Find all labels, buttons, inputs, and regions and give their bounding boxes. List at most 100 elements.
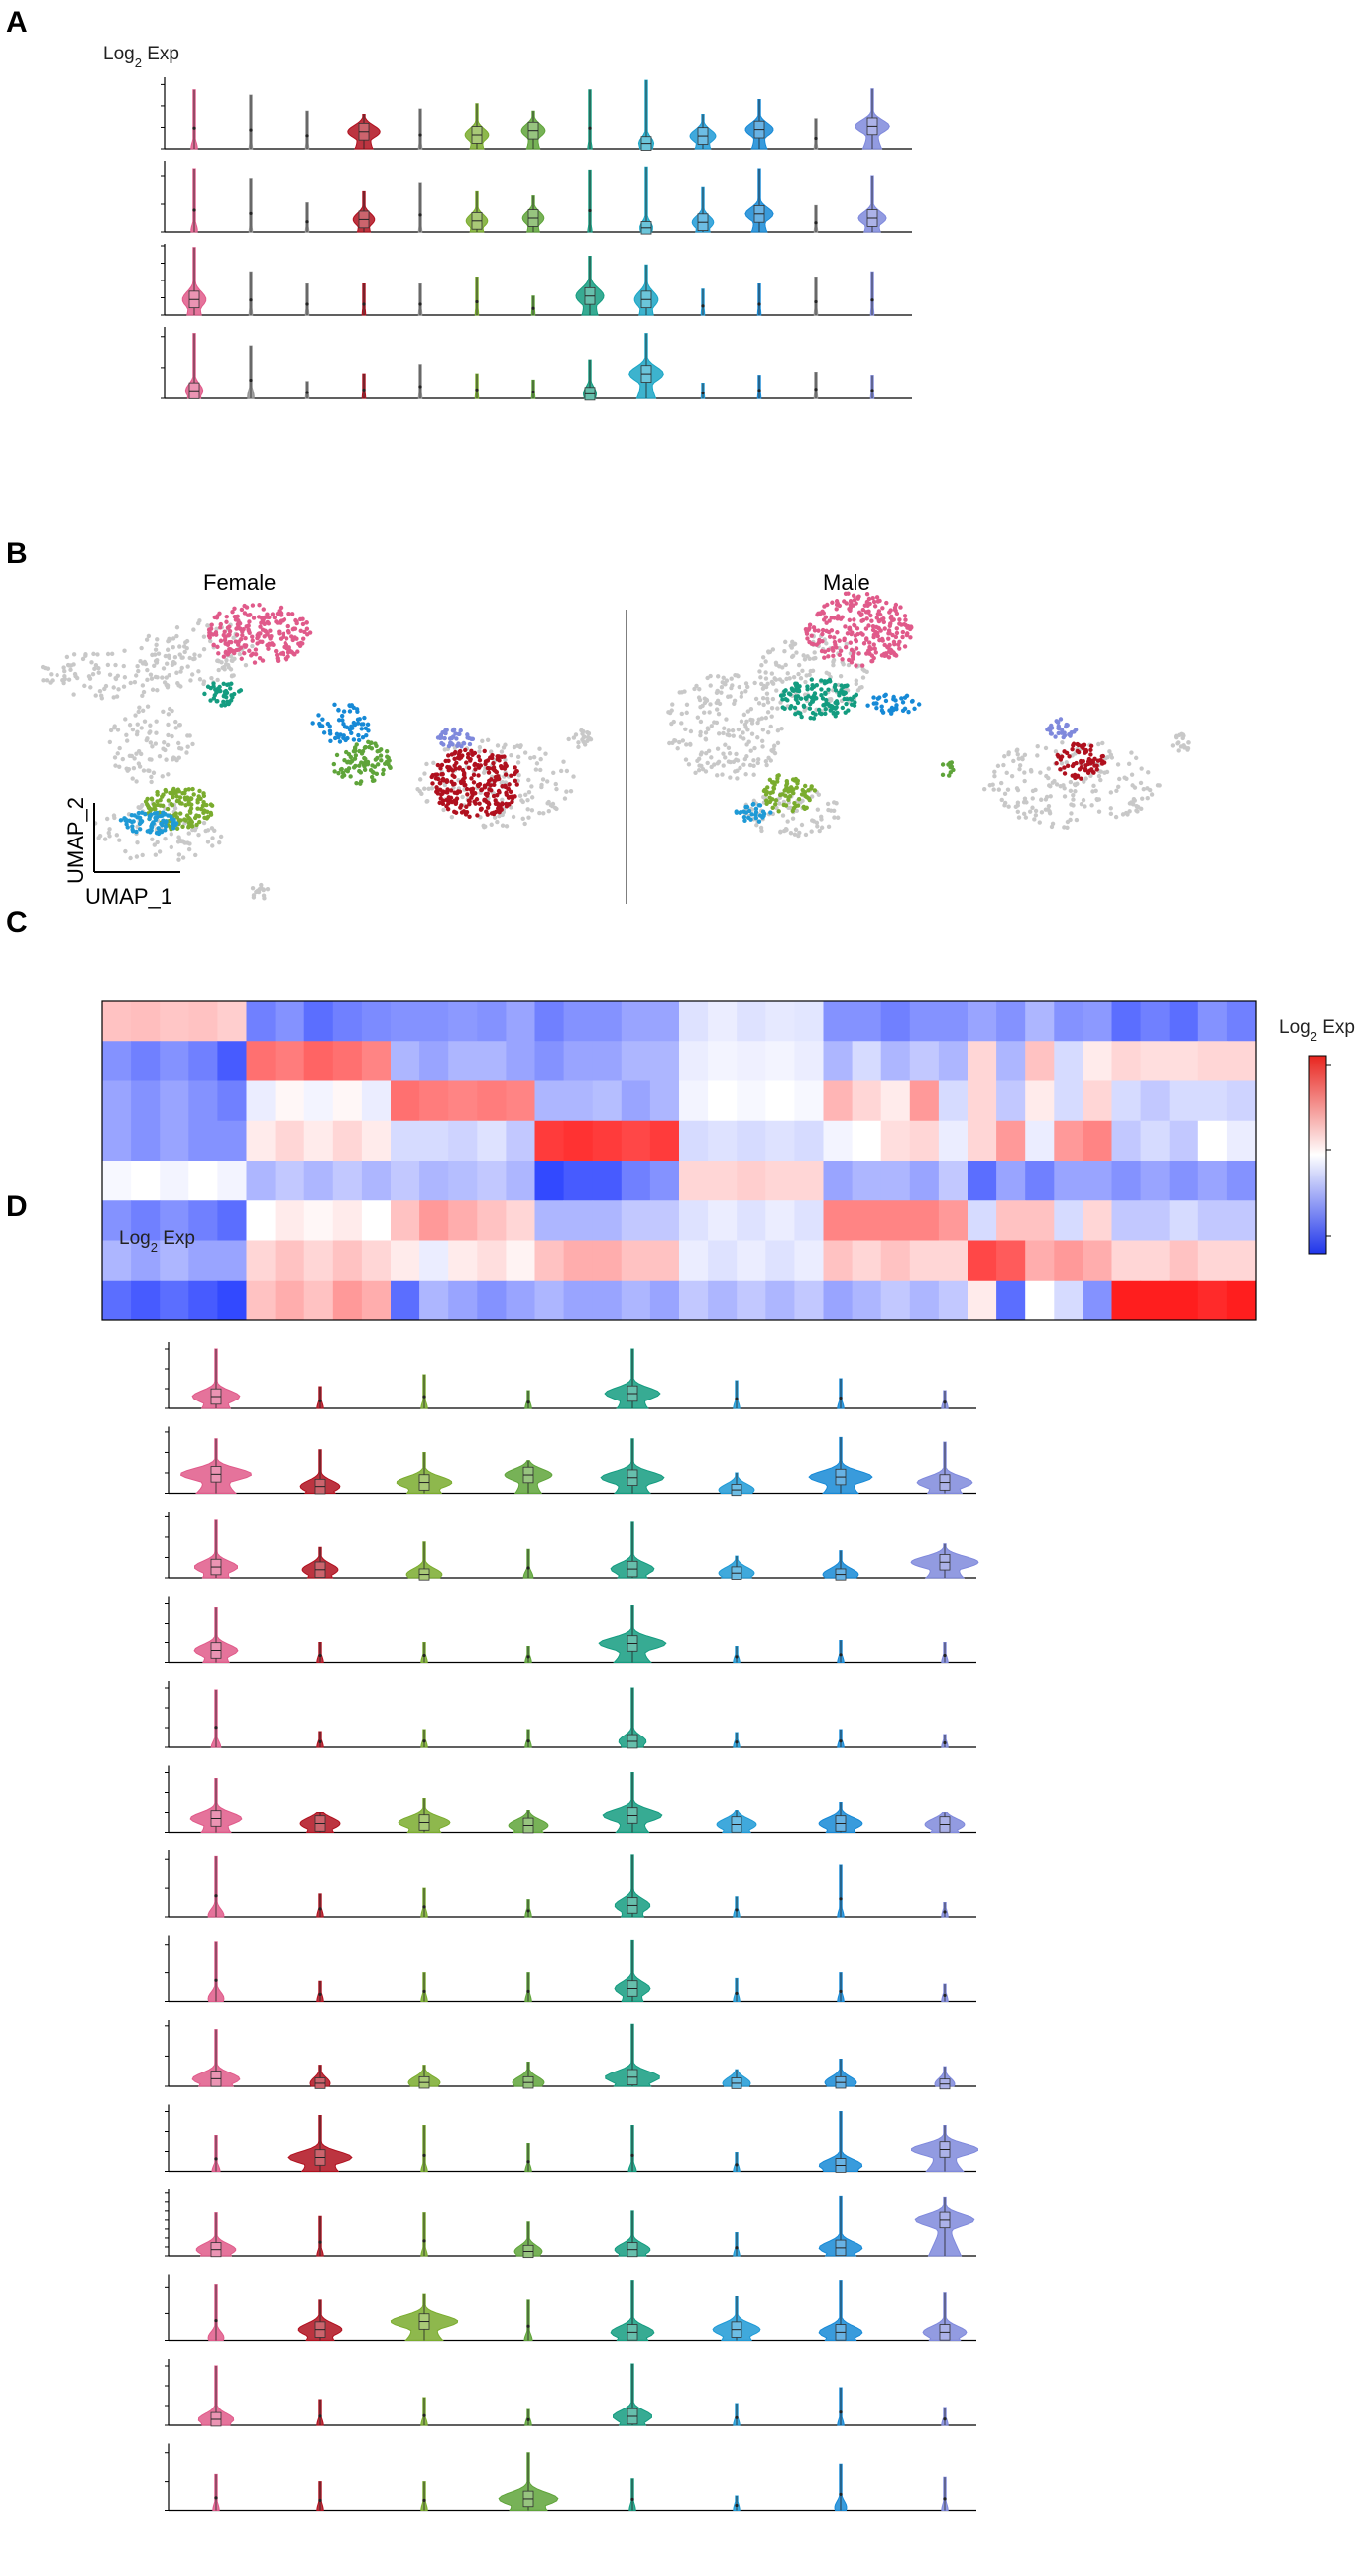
male-grey-right-point (1015, 747, 1020, 752)
female-cluster-4-point (490, 752, 495, 758)
heatmap-cell (102, 1120, 132, 1162)
female-grey-upper-point (152, 663, 157, 668)
outlier-vn6 (422, 2153, 426, 2157)
male-grey-left-point (741, 736, 746, 741)
male-cluster-6-point (794, 785, 799, 790)
female-cluster-4-point (510, 799, 514, 805)
female-cluster-1-point (259, 620, 264, 625)
male-grey-left-point (723, 742, 728, 747)
female-cluster-1-point (258, 639, 263, 644)
male-cluster-1-point (869, 618, 874, 623)
heatmap-cell (534, 1080, 565, 1122)
female-grey-bottom-point (250, 885, 256, 891)
female-grey-mid-point (150, 744, 155, 749)
heatmap-cell (303, 1161, 334, 1201)
female-cluster-6-point (197, 819, 202, 825)
female-cluster-4-point (457, 766, 462, 771)
female-cluster-4-point (472, 762, 477, 768)
female-grey-right-point (517, 793, 523, 799)
female-grey-low-point (169, 844, 174, 850)
female-cluster-6-point (174, 826, 180, 831)
heatmap-cell (765, 1200, 795, 1241)
female-grey-mid-point (107, 739, 113, 745)
female-grey-upper-point (138, 658, 143, 664)
outlier-vn10 (735, 1740, 739, 1744)
heatmap-cell (880, 1041, 911, 1081)
male-cluster-1-point (819, 648, 825, 654)
female-cluster-4-point (467, 814, 472, 819)
heatmap-cell (765, 1161, 795, 1201)
female-grey-right-point (422, 771, 427, 776)
male-grey-upper-point (777, 677, 783, 682)
female-grey-right-point (546, 809, 551, 814)
female-cluster-7-point (369, 740, 374, 745)
heatmap-cell (823, 1120, 854, 1162)
female-cluster-11-point (355, 717, 361, 723)
female-cluster-7-point (369, 774, 375, 780)
female-cluster-7-point (378, 753, 384, 758)
female-grey-left-point (116, 687, 121, 692)
outlier-vn1 (214, 2496, 218, 2500)
female-cluster-6-point (149, 807, 154, 812)
female-cluster-10-point (152, 811, 158, 816)
heatmap-cell (419, 1080, 449, 1122)
female-grey-mid-point (131, 766, 137, 771)
outlier-vn6 (422, 2498, 426, 2502)
heatmap-cell (996, 1280, 1026, 1321)
heatmap-cell (332, 1200, 363, 1241)
male-grey-left-point (730, 728, 736, 733)
female-grey-low-point (175, 840, 181, 844)
outlier-vn11 (839, 1897, 843, 1901)
heatmap-cell (534, 1120, 565, 1162)
female-grey-right-point (546, 799, 551, 805)
male-cluster-1-point (831, 653, 836, 659)
female-grey-upper-point (182, 649, 187, 655)
heatmap-cell (794, 1240, 824, 1282)
panel-a-violin-plots: Log2 Exp (103, 44, 912, 401)
female-cluster-10-point (159, 821, 164, 827)
male-cluster-1-point (892, 605, 898, 611)
male-cluster-4-point (1058, 757, 1064, 762)
female-cluster-6-point (201, 799, 206, 805)
male-cluster-11-point (874, 705, 879, 711)
male-grey-right-point (1035, 744, 1040, 749)
male-cluster-1-point (863, 610, 869, 615)
female-cluster-6-point (197, 788, 202, 794)
male-cluster-13-point (1053, 734, 1058, 739)
male-grey-far-point (1186, 740, 1191, 745)
heatmap-cell (361, 1120, 392, 1162)
female-cluster-1-point (208, 626, 214, 631)
female-cluster-4-point (485, 793, 490, 798)
female-cluster-1-point (234, 632, 240, 637)
male-cluster-6-point (771, 786, 777, 791)
male-grey-right-point (1059, 761, 1065, 766)
female-grey-left-point (92, 666, 97, 672)
male-grey-left-point (735, 758, 741, 763)
female-grey-right-point (512, 744, 517, 750)
heatmap-cell (996, 1161, 1026, 1201)
panel-a-unit-label: Log2 Exp (103, 44, 179, 70)
male-grey-right-point (1124, 776, 1129, 781)
female-cluster-13-point (448, 740, 454, 746)
female-grey-right-point (538, 767, 543, 773)
female-cluster-1-point (292, 652, 297, 657)
male-grey-right-point (1030, 788, 1036, 794)
male-grey-right-point (1068, 788, 1074, 794)
female-cluster-4-point (438, 792, 444, 797)
male-grey-low-point (832, 815, 837, 820)
female-cluster-7-point (345, 760, 350, 765)
outlier-vn4 (362, 302, 366, 306)
male-cluster-1-point (893, 634, 899, 640)
heatmap-cell (823, 1200, 854, 1241)
male-cluster-13-point (1056, 730, 1061, 736)
female-grey-upper-point (191, 627, 196, 632)
male-cluster-11-point (879, 708, 885, 713)
female-cluster-1-point (212, 615, 217, 620)
heatmap-cell (1226, 1080, 1257, 1122)
heatmap-cell (477, 1080, 507, 1122)
female-cluster-13-point (444, 728, 449, 732)
male-grey-right-point (1037, 820, 1042, 825)
female-grey-right-point (429, 786, 435, 791)
female-cluster-4-point (509, 773, 513, 778)
